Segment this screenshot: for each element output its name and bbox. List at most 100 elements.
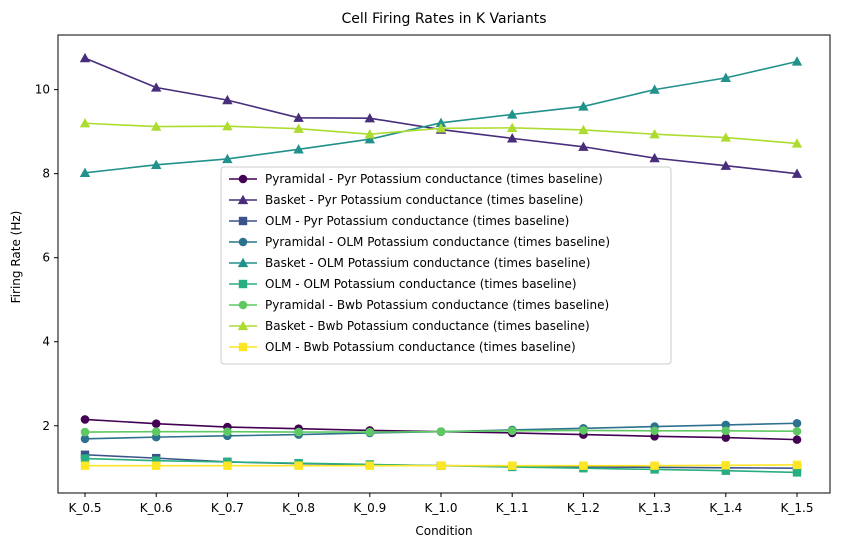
legend-label: Pyramidal - OLM Potassium conductance (t…: [265, 235, 610, 249]
legend-label: Basket - OLM Potassium conductance (time…: [265, 256, 591, 270]
data-point: [579, 461, 588, 470]
series-line: [84, 60, 798, 174]
y-tick-label: 4: [42, 335, 50, 349]
data-point: [293, 123, 304, 133]
axes-frame: [57, 34, 831, 494]
legend-label: Basket - Pyr Potassium conductance (time…: [265, 193, 583, 207]
data-point: [721, 466, 730, 475]
legend-label: Pyramidal - Pyr Potassium conductance (t…: [265, 172, 603, 186]
data-point: [151, 419, 161, 428]
x-tick-label: K_0.9: [353, 501, 386, 515]
data-point: [578, 141, 589, 151]
data-point: [79, 118, 91, 128]
legend-box: [220, 166, 672, 365]
legend-marker: [238, 342, 248, 352]
x-axis-label: Condition: [415, 524, 472, 538]
data-point: [791, 168, 803, 178]
data-point: [507, 426, 517, 436]
data-point: [80, 461, 90, 470]
legend-label: Pyramidal - Bwb Potassium conductance (t…: [265, 298, 609, 312]
legend-item: Pyramidal - OLM Potassium conductance (t…: [229, 235, 610, 249]
legend-item: Basket - OLM Potassium conductance (time…: [229, 256, 591, 270]
data-point: [508, 461, 517, 470]
x-tick-label: K_0.7: [211, 501, 244, 515]
data-point: [579, 426, 588, 435]
data-point: [365, 461, 374, 470]
data-point: [222, 94, 233, 105]
data-point: [507, 109, 518, 119]
data-point: [294, 427, 303, 437]
data-point: [649, 84, 660, 94]
data-point: [792, 418, 802, 428]
data-point: [578, 101, 589, 111]
data-point: [792, 426, 802, 436]
data-point: [151, 427, 161, 436]
series-2: [79, 52, 803, 178]
legend-label: OLM - OLM Potassium conductance (times b…: [265, 277, 577, 291]
legend-marker: [238, 300, 248, 310]
data-point: [152, 456, 161, 465]
legend-marker: [237, 194, 249, 205]
y-tick-label: 10: [35, 83, 50, 97]
data-point: [364, 112, 375, 123]
data-point: [650, 461, 659, 470]
y-axis-label: Firing Rate (Hz): [9, 211, 23, 304]
plot-area: K_0.5 K_0.6 K_0.7 K_0.8 K_0.9 K_1.0 K_1.1 K_1.2…: [35, 34, 831, 515]
series-5: [79, 56, 803, 177]
legend-label: Basket - Bwb Potassium conductance (time…: [265, 319, 590, 333]
data-point: [80, 427, 90, 437]
data-point: [364, 134, 375, 144]
data-point: [151, 82, 162, 92]
legend-item: Basket - Bwb Potassium conductance (time…: [229, 319, 590, 333]
data-point: [80, 434, 90, 444]
data-point: [223, 461, 232, 470]
x-tick-label: K_1.3: [638, 501, 671, 515]
data-point: [721, 433, 731, 442]
data-point: [649, 128, 660, 139]
data-point: [365, 427, 375, 437]
legend-marker: [237, 257, 249, 268]
legend-label: OLM - Pyr Potassium conductance (times b…: [265, 214, 569, 228]
y-tick-label: 6: [42, 251, 50, 265]
data-point: [151, 121, 162, 131]
legend-marker: [238, 174, 248, 184]
legend-item: OLM - Bwb Potassium conductance (times b…: [229, 340, 576, 354]
data-point: [650, 426, 659, 436]
data-point: [721, 426, 731, 436]
legend-marker: [237, 320, 249, 331]
data-point: [649, 152, 660, 163]
series-7: [80, 426, 802, 437]
data-point: [364, 128, 375, 139]
x-tick-label: K_0.8: [282, 501, 315, 515]
x-tick-label: K_1.2: [567, 501, 600, 515]
data-point: [436, 427, 446, 436]
x-tick-label: K_1.1: [496, 501, 529, 515]
x-tick-label: K_1.5: [781, 501, 814, 515]
data-point: [721, 461, 730, 470]
data-point: [79, 167, 91, 177]
data-point: [222, 120, 233, 131]
x-tick-label: K_0.6: [140, 501, 173, 515]
data-point: [720, 132, 731, 142]
data-point: [293, 112, 304, 122]
legend-item: Basket - Pyr Potassium conductance (time…: [229, 193, 583, 207]
legend-marker: [238, 216, 248, 226]
series-8: [79, 118, 803, 148]
data-point: [792, 460, 802, 470]
data-point: [791, 138, 803, 148]
data-point: [578, 124, 589, 135]
x-tick-label: K_0.5: [69, 501, 102, 515]
series-line: [84, 57, 798, 175]
data-point: [80, 454, 90, 463]
data-point: [222, 153, 233, 164]
legend-item: Pyramidal - Bwb Potassium conductance (t…: [229, 298, 609, 312]
legend-marker: [238, 279, 248, 289]
legend-marker: [238, 237, 248, 247]
data-point: [436, 461, 446, 470]
data-point: [720, 72, 731, 83]
chart-title: Cell Firing Rates in K Variants: [341, 11, 546, 27]
data-point: [721, 420, 731, 430]
data-point: [294, 461, 303, 470]
data-point: [151, 159, 162, 169]
